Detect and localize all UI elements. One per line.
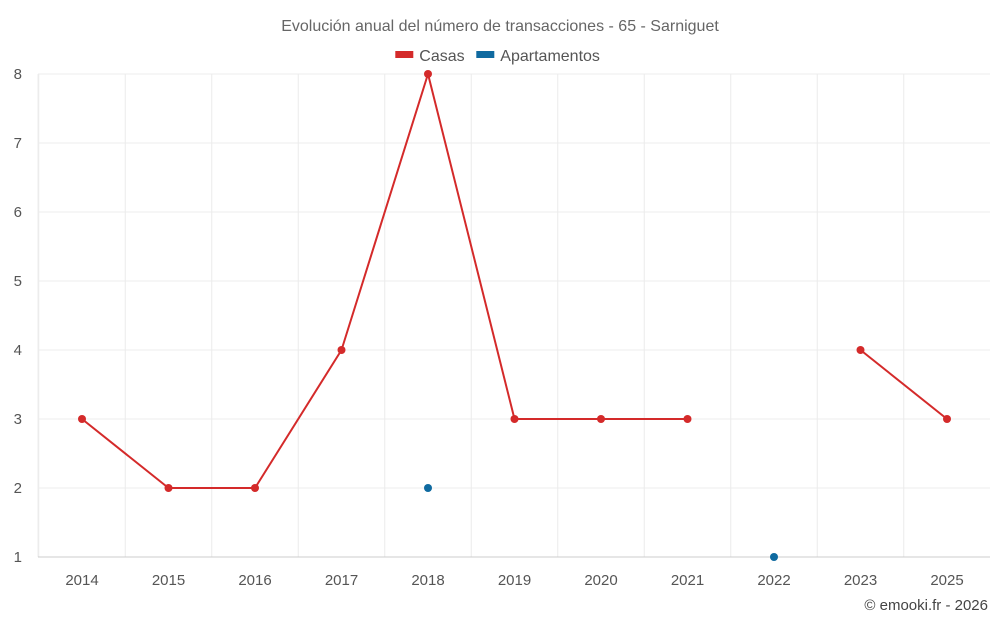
x-tick-label: 2023 [844, 572, 877, 589]
y-tick-label: 1 [14, 549, 22, 566]
x-tick-label: 2021 [671, 572, 704, 589]
y-tick-label: 5 [14, 273, 22, 290]
data-point-apartamentos[interactable] [424, 484, 432, 492]
data-point-casas[interactable] [337, 346, 346, 354]
x-tick-label: 2017 [325, 572, 358, 589]
x-tick-label: 2018 [411, 572, 444, 589]
grid [37, 73, 990, 557]
y-tick-label: 8 [14, 66, 22, 83]
series-line-casas [859, 349, 948, 420]
x-tick-label: 2014 [65, 572, 98, 589]
data-point-casas[interactable] [424, 70, 432, 78]
x-tick-label: 2016 [238, 572, 271, 589]
chart-title: Evolución anual del número de transaccio… [281, 18, 719, 35]
x-axis: 2014 2015 2016 2017 2018 2019 2020 2021 2022 2023… [38, 556, 990, 589]
x-tick-label: 2020 [584, 572, 617, 589]
y-tick-label: 7 [14, 135, 22, 152]
data-point-casas[interactable] [683, 415, 692, 423]
data-point-casas[interactable] [251, 484, 259, 492]
credit: © emooki.fr - 2026 [864, 597, 988, 614]
series-line-casas [81, 73, 688, 489]
data-point-casas[interactable] [78, 415, 86, 423]
x-tick-label: 2025 [930, 572, 963, 589]
y-tick-label: 3 [14, 411, 22, 428]
legend: Casas Apartamentos [395, 48, 600, 65]
legend-swatch-apartamentos [476, 51, 495, 58]
legend-label-apartamentos[interactable]: Apartamentos [500, 48, 600, 65]
data-point-casas[interactable] [856, 346, 865, 354]
data-point-apartamentos[interactable] [770, 553, 778, 561]
data-point-casas[interactable] [510, 415, 519, 423]
legend-swatch-casas [395, 51, 414, 58]
data-point-casas[interactable] [597, 415, 605, 423]
series-group [78, 70, 951, 561]
x-tick-label: 2022 [757, 572, 790, 589]
legend-label-casas[interactable]: Casas [419, 48, 464, 65]
data-point-casas[interactable] [164, 484, 173, 492]
y-tick-label: 4 [14, 342, 22, 359]
y-tick-label: 6 [14, 204, 22, 221]
x-tick-label: 2015 [152, 572, 185, 589]
x-tick-label: 2019 [498, 572, 531, 589]
y-axis: 1 2 3 4 5 6 7 8 [14, 66, 22, 566]
y-tick-label: 2 [14, 480, 22, 497]
data-point-casas[interactable] [943, 415, 951, 423]
